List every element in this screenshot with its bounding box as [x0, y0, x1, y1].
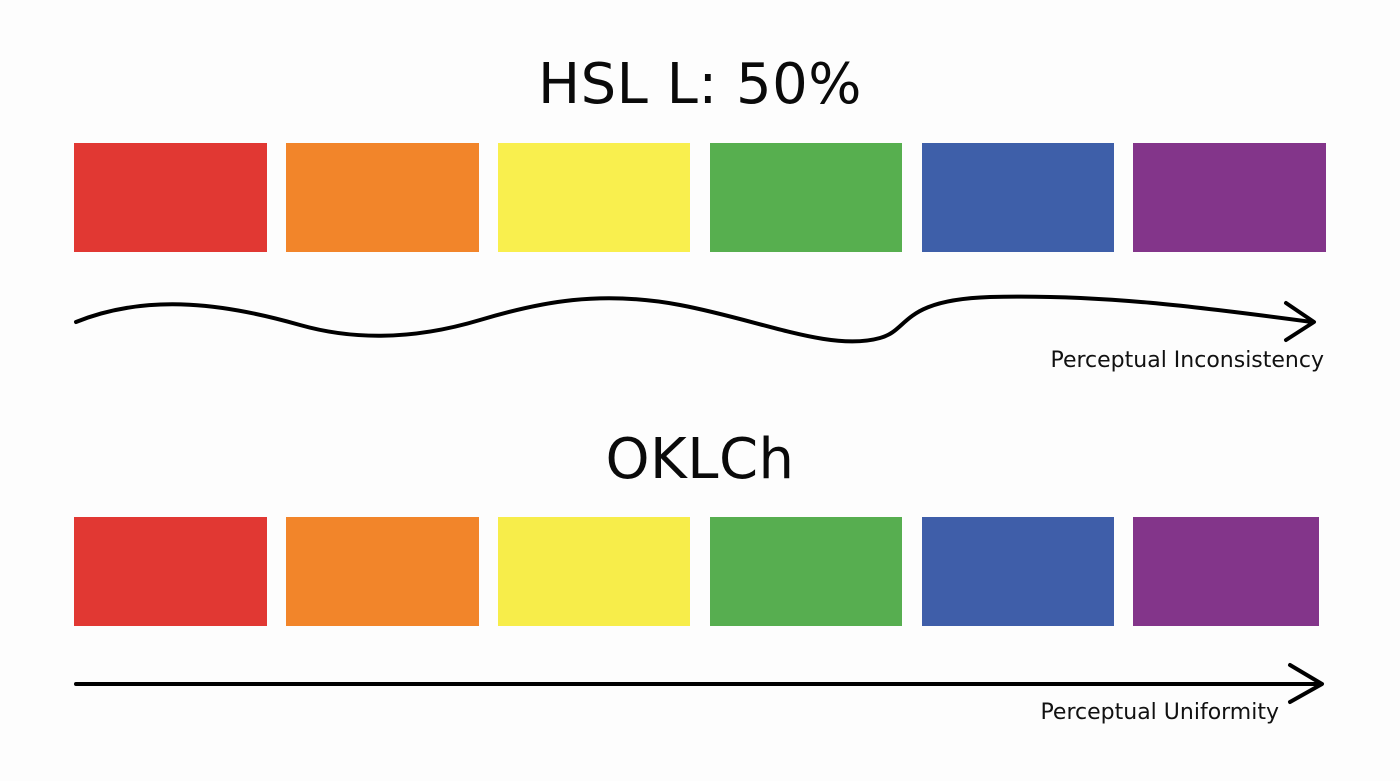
oklch-swatch-orange — [286, 517, 479, 626]
oklch-title: OKLCh — [605, 427, 795, 492]
straight-arrow-head — [1288, 663, 1324, 704]
hsl-swatch-yellow — [498, 143, 690, 252]
hsl-swatch-green — [710, 143, 902, 252]
hsl-swatch-orange — [286, 143, 479, 252]
hsl-title: HSL L: 50% — [538, 52, 862, 117]
wavy-arrow-head — [1284, 301, 1316, 342]
wavy-arrow-line — [74, 294, 1314, 344]
hsl-swatch-red — [74, 143, 267, 252]
hsl-swatch-purple — [1133, 143, 1326, 252]
oklch-swatch-yellow — [498, 517, 690, 626]
oklch-swatch-purple — [1133, 517, 1319, 626]
uniformity-caption: Perceptual Uniformity — [1040, 700, 1279, 725]
oklch-swatch-red — [74, 517, 267, 626]
inconsistency-caption: Perceptual Inconsistency — [1050, 348, 1324, 373]
oklch-swatch-green — [710, 517, 902, 626]
hsl-swatch-blue — [922, 143, 1114, 252]
oklch-swatch-blue — [922, 517, 1114, 626]
